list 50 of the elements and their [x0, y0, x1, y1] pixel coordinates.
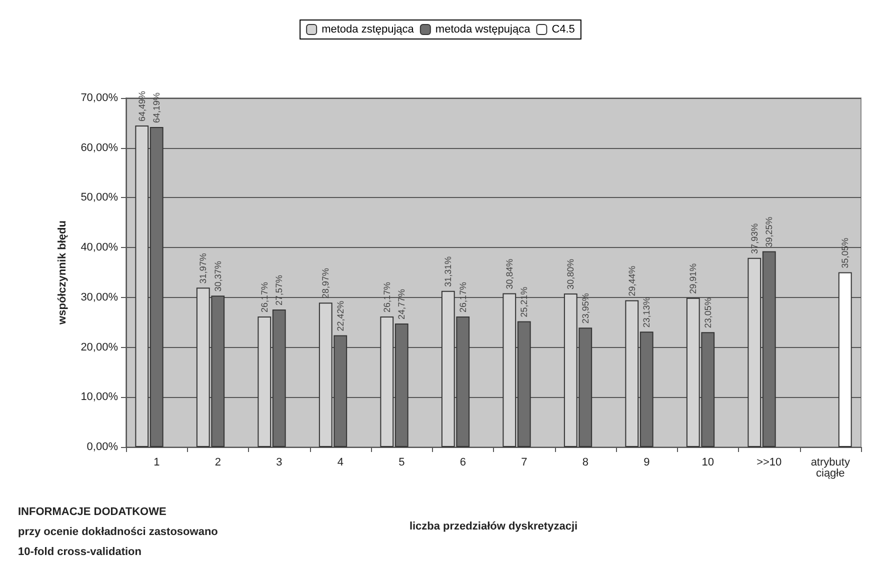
- x-tick-label: 2: [214, 456, 221, 468]
- data-label: 26,17%: [458, 282, 468, 313]
- legend-label: metoda zstępująca: [322, 24, 415, 36]
- x-tick-label: 6: [460, 456, 466, 468]
- x-tick-label: 10: [702, 456, 714, 468]
- x-tick-label: 5: [398, 456, 405, 468]
- x-tick-label: atrybuty ciągłe: [810, 456, 850, 480]
- x-axis-title: liczba przedziałów dyskretyzacji: [409, 520, 578, 532]
- data-label: 23,05%: [702, 298, 713, 328]
- y-tick-label: 30,00%: [80, 291, 118, 304]
- data-label: 29,91%: [688, 263, 698, 294]
- data-label: 30,84%: [504, 258, 514, 290]
- data-label: 24,77%: [396, 288, 407, 320]
- data-label: 39,25%: [764, 216, 774, 248]
- y-tick-label: 50,00%: [80, 192, 118, 204]
- y-axis-title: współczynnik błędu: [56, 220, 68, 326]
- y-tick-label: 60,00%: [80, 142, 118, 154]
- y-tick-label: 70,00%: [80, 92, 118, 104]
- data-label: 31,97%: [198, 253, 208, 284]
- data-label: 29,44%: [626, 266, 637, 296]
- data-label: 23,95%: [580, 293, 590, 324]
- bar: [838, 272, 852, 447]
- data-label: 23,13%: [642, 297, 652, 328]
- text: INFORMACJE DODATKOWE przy ocenie dokładności zastosowano 10-fold cross-validation: [18, 506, 218, 558]
- y-tick-label: 20,00%: [80, 341, 118, 354]
- y-tick-label: 10,00%: [80, 391, 118, 404]
- legend-label: C4.5: [552, 24, 575, 36]
- x-tick-label: 3: [276, 456, 282, 468]
- data-label: 22,42%: [335, 300, 346, 332]
- data-label: 64,49%: [136, 90, 147, 122]
- data-label: 64,19%: [152, 92, 162, 123]
- legend-label: metoda wstępująca: [435, 24, 532, 36]
- data-label: 25,21%: [519, 286, 530, 318]
- data-label: 27,57%: [274, 275, 284, 306]
- data-label: 30,37%: [212, 261, 223, 292]
- data-label: 30,80%: [566, 258, 576, 290]
- data-label: 35,05%: [840, 238, 850, 268]
- data-label: 28,97%: [320, 268, 331, 299]
- data-label: 31,31%: [443, 256, 454, 287]
- x-tick-label: 1: [154, 456, 160, 468]
- y-tick-label: 40,00%: [80, 242, 118, 254]
- data-label: 37,93%: [749, 223, 760, 254]
- y-tick-label: 0,00%: [86, 441, 118, 453]
- x-tick-label: >>10: [756, 456, 782, 468]
- x-tick-label: 4: [337, 456, 344, 468]
- data-label: 26,17%: [259, 282, 270, 313]
- x-tick-label: 9: [644, 456, 650, 468]
- x-tick-label: 8: [582, 456, 588, 468]
- x-tick-label: 7: [521, 456, 528, 468]
- data-label: 26,17%: [382, 282, 392, 313]
